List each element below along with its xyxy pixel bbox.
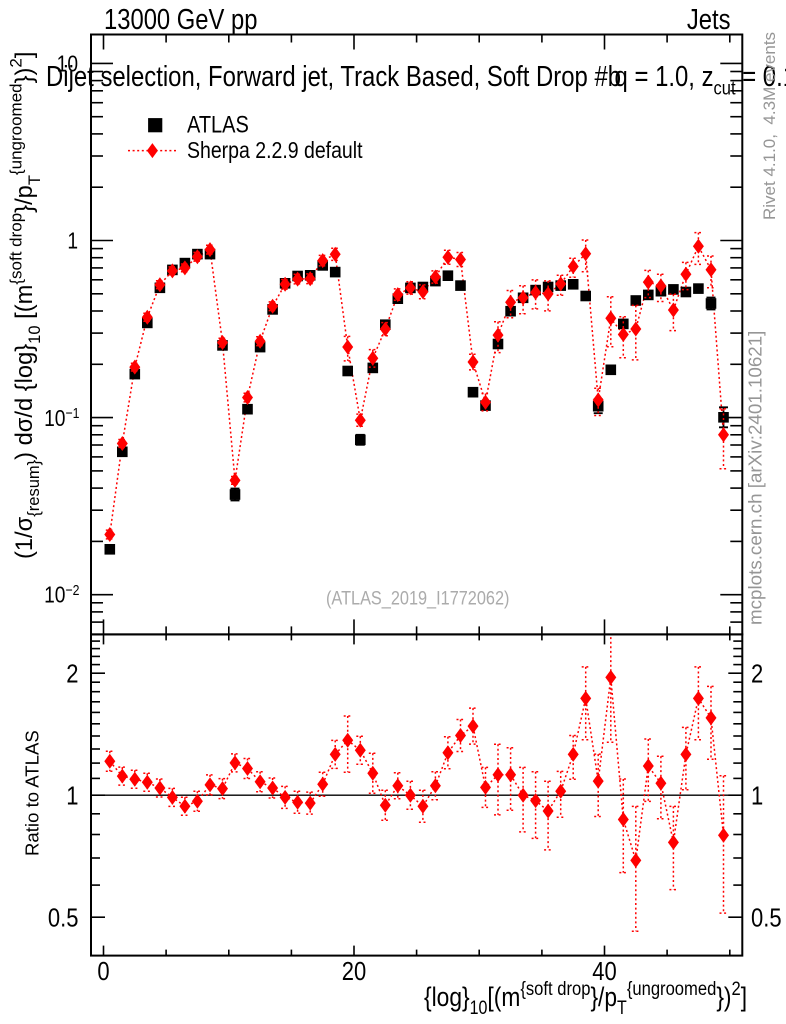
svg-text:Jets: Jets (687, 3, 731, 36)
svg-text:40: 40 (592, 957, 616, 986)
svg-text:20: 20 (342, 957, 366, 986)
svg-text:1: 1 (751, 782, 763, 811)
svg-text:1: 1 (67, 228, 78, 254)
svg-text:Dijet selection, Forward jet,: Dijet selection, Forward jet, Track Base… (46, 60, 786, 99)
svg-text:(ATLAS_2019_I1772062): (ATLAS_2019_I1772062) (326, 587, 509, 610)
svg-text:0.5: 0.5 (751, 904, 782, 933)
svg-text:mcplots.cern.ch [arXiv:2401.10: mcplots.cern.ch [arXiv:2401.10621] (745, 331, 766, 625)
svg-text:13000 GeV pp: 13000 GeV pp (104, 3, 257, 36)
svg-text:2: 2 (66, 660, 78, 689)
svg-text:Rivet 4.1.0, 4.3M events: Rivet 4.1.0, 4.3M events (760, 32, 779, 220)
svg-text:0.5: 0.5 (48, 904, 79, 933)
svg-text:ATLAS: ATLAS (187, 111, 249, 138)
svg-text:Ratio to ATLAS: Ratio to ATLAS (22, 730, 43, 856)
svg-text:Sherpa 2.2.9 default: Sherpa 2.2.9 default (187, 137, 363, 163)
svg-text:1: 1 (66, 782, 78, 811)
svg-text:10: 10 (57, 51, 78, 77)
svg-text:0: 0 (97, 957, 109, 986)
svg-text:2: 2 (751, 660, 763, 689)
svg-text:10−1: 10−1 (44, 405, 79, 431)
